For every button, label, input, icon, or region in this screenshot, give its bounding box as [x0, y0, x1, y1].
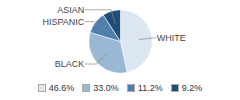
svg-text:BLACK: BLACK	[55, 59, 85, 69]
html-text:11.2%: 11.2%	[137, 83, 163, 93]
html-text:46.6%: 46.6%	[48, 83, 75, 93]
svg-text:WHITE: WHITE	[157, 33, 186, 43]
svg-text:ASIAN: ASIAN	[57, 5, 84, 15]
html-text:9.2%: 9.2%	[181, 83, 203, 93]
svg-text:HISPANIC: HISPANIC	[42, 17, 84, 27]
html-text:33.0%: 33.0%	[93, 83, 119, 93]
